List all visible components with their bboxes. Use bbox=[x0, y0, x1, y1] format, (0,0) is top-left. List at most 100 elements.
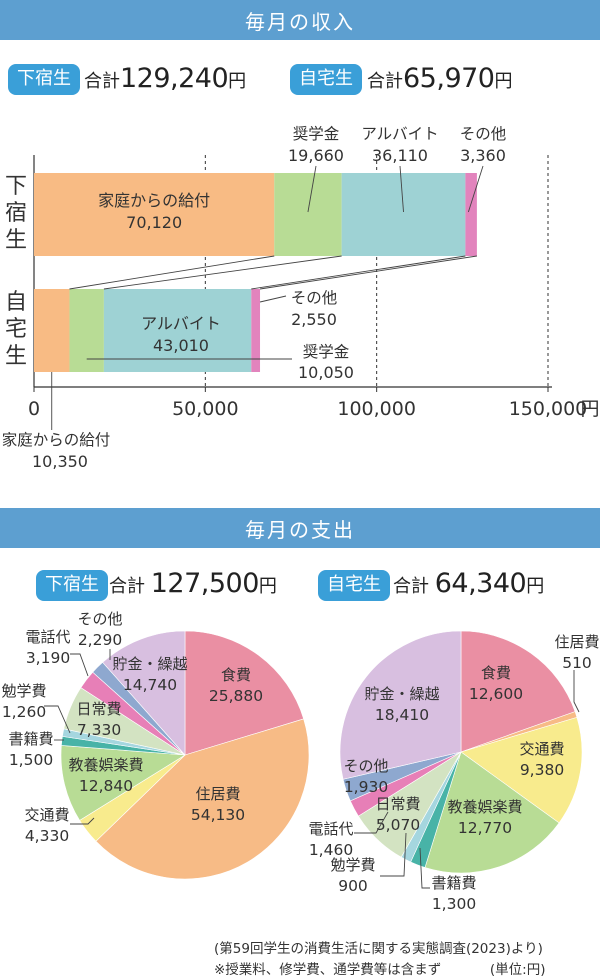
slice-label: その他 bbox=[77, 610, 122, 628]
slice-label: 日常費 bbox=[76, 700, 121, 718]
slice-label: 食費 bbox=[221, 666, 251, 684]
value-label: 70,120 bbox=[126, 213, 182, 232]
bar-segment bbox=[69, 289, 104, 372]
slice-value: 4,330 bbox=[25, 827, 69, 845]
slice-label: 書籍費 bbox=[431, 874, 476, 892]
slice-value: 9,380 bbox=[520, 761, 564, 779]
series-label: 家庭からの給付 bbox=[98, 191, 210, 210]
series-label: 奨学金 bbox=[303, 343, 350, 361]
series-label: その他 bbox=[291, 289, 338, 307]
boarding-expense-badge: 下宿生 bbox=[36, 570, 108, 601]
pie-slice bbox=[460, 630, 576, 753]
leader-line bbox=[380, 832, 407, 877]
boarding-income-badge: 下宿生 bbox=[8, 64, 80, 95]
slice-value: 3,190 bbox=[26, 649, 70, 667]
home-expense-badge: 自宅生 bbox=[318, 570, 390, 601]
exclusion-note: ※授業料、修学費、通学費等は含まず (単位:円) bbox=[214, 958, 546, 978]
leader-line bbox=[419, 847, 430, 889]
pie-slice bbox=[95, 718, 310, 880]
slice-value: 5,070 bbox=[376, 816, 420, 834]
value-label: 10,350 bbox=[32, 452, 88, 471]
source-note: (第59回学生の消費生活に関する実態調査(2023)より) bbox=[214, 941, 543, 957]
slice-label: 交通費 bbox=[519, 740, 564, 758]
value-label: 3,360 bbox=[460, 146, 506, 165]
value-label: 10,050 bbox=[298, 363, 354, 382]
slice-value: 18,410 bbox=[375, 706, 429, 724]
leader-line bbox=[307, 165, 317, 213]
bar-segment bbox=[34, 173, 275, 256]
slice-label: その他 bbox=[343, 757, 388, 775]
slice-label: 教養娯楽費 bbox=[447, 798, 522, 816]
category-label: 生 bbox=[5, 228, 27, 253]
unit-note: (単位:円) bbox=[489, 962, 546, 978]
bar-segment bbox=[34, 289, 70, 372]
leader-line bbox=[573, 670, 580, 713]
home-expense-total: 合計 64,340円 bbox=[393, 568, 544, 599]
slice-value: 7,330 bbox=[77, 721, 121, 739]
slice-label: 食費 bbox=[481, 664, 511, 682]
category-label: 生 bbox=[5, 344, 27, 369]
bar-segment bbox=[274, 173, 342, 256]
slice-label: 貯金・繰越 bbox=[364, 685, 439, 703]
bar-segment bbox=[251, 289, 261, 372]
total-prefix: 合計 bbox=[367, 71, 403, 92]
x-tick-label: 0 bbox=[28, 398, 40, 420]
category-label: 宿 bbox=[5, 201, 27, 226]
pie-slice bbox=[184, 630, 305, 756]
total-unit: 円 bbox=[258, 576, 277, 597]
x-tick-label: 150,000 bbox=[509, 398, 588, 420]
slice-value: 14,740 bbox=[123, 676, 177, 694]
pie-slice bbox=[102, 630, 186, 756]
total-prefix: 合計 bbox=[109, 576, 145, 597]
income-heading: 毎月の収入 bbox=[0, 0, 600, 40]
x-axis-unit: 円 bbox=[580, 398, 599, 420]
expense-heading: 毎月の支出 bbox=[0, 508, 600, 548]
series-label: 家庭からの給付 bbox=[2, 431, 111, 449]
slice-label: 電話代 bbox=[25, 628, 70, 646]
slice-label: 書籍費 bbox=[8, 730, 53, 748]
leader-line bbox=[354, 811, 389, 834]
slice-value: 510 bbox=[562, 654, 592, 672]
x-tick-label: 100,000 bbox=[337, 398, 416, 420]
leader-line bbox=[399, 165, 404, 213]
value-label: 2,550 bbox=[291, 310, 337, 329]
leader-line bbox=[44, 705, 71, 734]
slice-label: 交通費 bbox=[24, 806, 69, 824]
slice-value: 1,460 bbox=[309, 841, 353, 859]
pie-slice bbox=[424, 751, 560, 874]
pie-slice bbox=[460, 716, 583, 824]
connector-line bbox=[103, 255, 342, 290]
series-label: 奨学金 bbox=[293, 125, 340, 143]
series-label: アルバイト bbox=[361, 125, 438, 143]
total-unit: 円 bbox=[526, 576, 545, 597]
boarding-expense-total: 合計 127,500円 bbox=[109, 568, 277, 599]
slice-value: 12,770 bbox=[458, 819, 512, 837]
connector-line bbox=[69, 255, 275, 290]
bar-segment bbox=[465, 173, 477, 256]
series-label: その他 bbox=[460, 125, 507, 143]
x-tick-label: 50,000 bbox=[172, 398, 238, 420]
slice-value: 2,290 bbox=[78, 631, 122, 649]
category-label: 自 bbox=[5, 290, 27, 315]
leader-line bbox=[70, 653, 89, 677]
slice-label: 貯金・繰越 bbox=[112, 655, 187, 673]
slice-value: 12,840 bbox=[79, 777, 133, 795]
exclusion-text: ※授業料、修学費、通学費等は含まず bbox=[214, 962, 442, 978]
leader-line bbox=[467, 165, 484, 213]
value-label: 43,010 bbox=[153, 336, 209, 355]
connector-line bbox=[251, 255, 466, 290]
slice-value: 54,130 bbox=[191, 806, 245, 824]
total-unit: 円 bbox=[494, 71, 513, 92]
value-label: 19,660 bbox=[288, 146, 344, 165]
income-bar-chart: 0 50,000 100,000 150,000円下宿生自宅生家庭からの給付70,12… bbox=[2, 125, 600, 471]
slice-value: 900 bbox=[338, 877, 368, 895]
pie-slice bbox=[339, 630, 462, 780]
slice-value: 1,930 bbox=[344, 778, 388, 796]
total-value: 129,240 bbox=[120, 63, 229, 94]
connector-line bbox=[259, 255, 477, 290]
boarding-income-total: 合計129,240円 bbox=[84, 63, 246, 94]
series-label: アルバイト bbox=[141, 314, 221, 333]
slice-label: 電話代 bbox=[308, 820, 353, 838]
bar-segment bbox=[103, 289, 252, 372]
slice-label: 勉学費 bbox=[1, 682, 46, 700]
